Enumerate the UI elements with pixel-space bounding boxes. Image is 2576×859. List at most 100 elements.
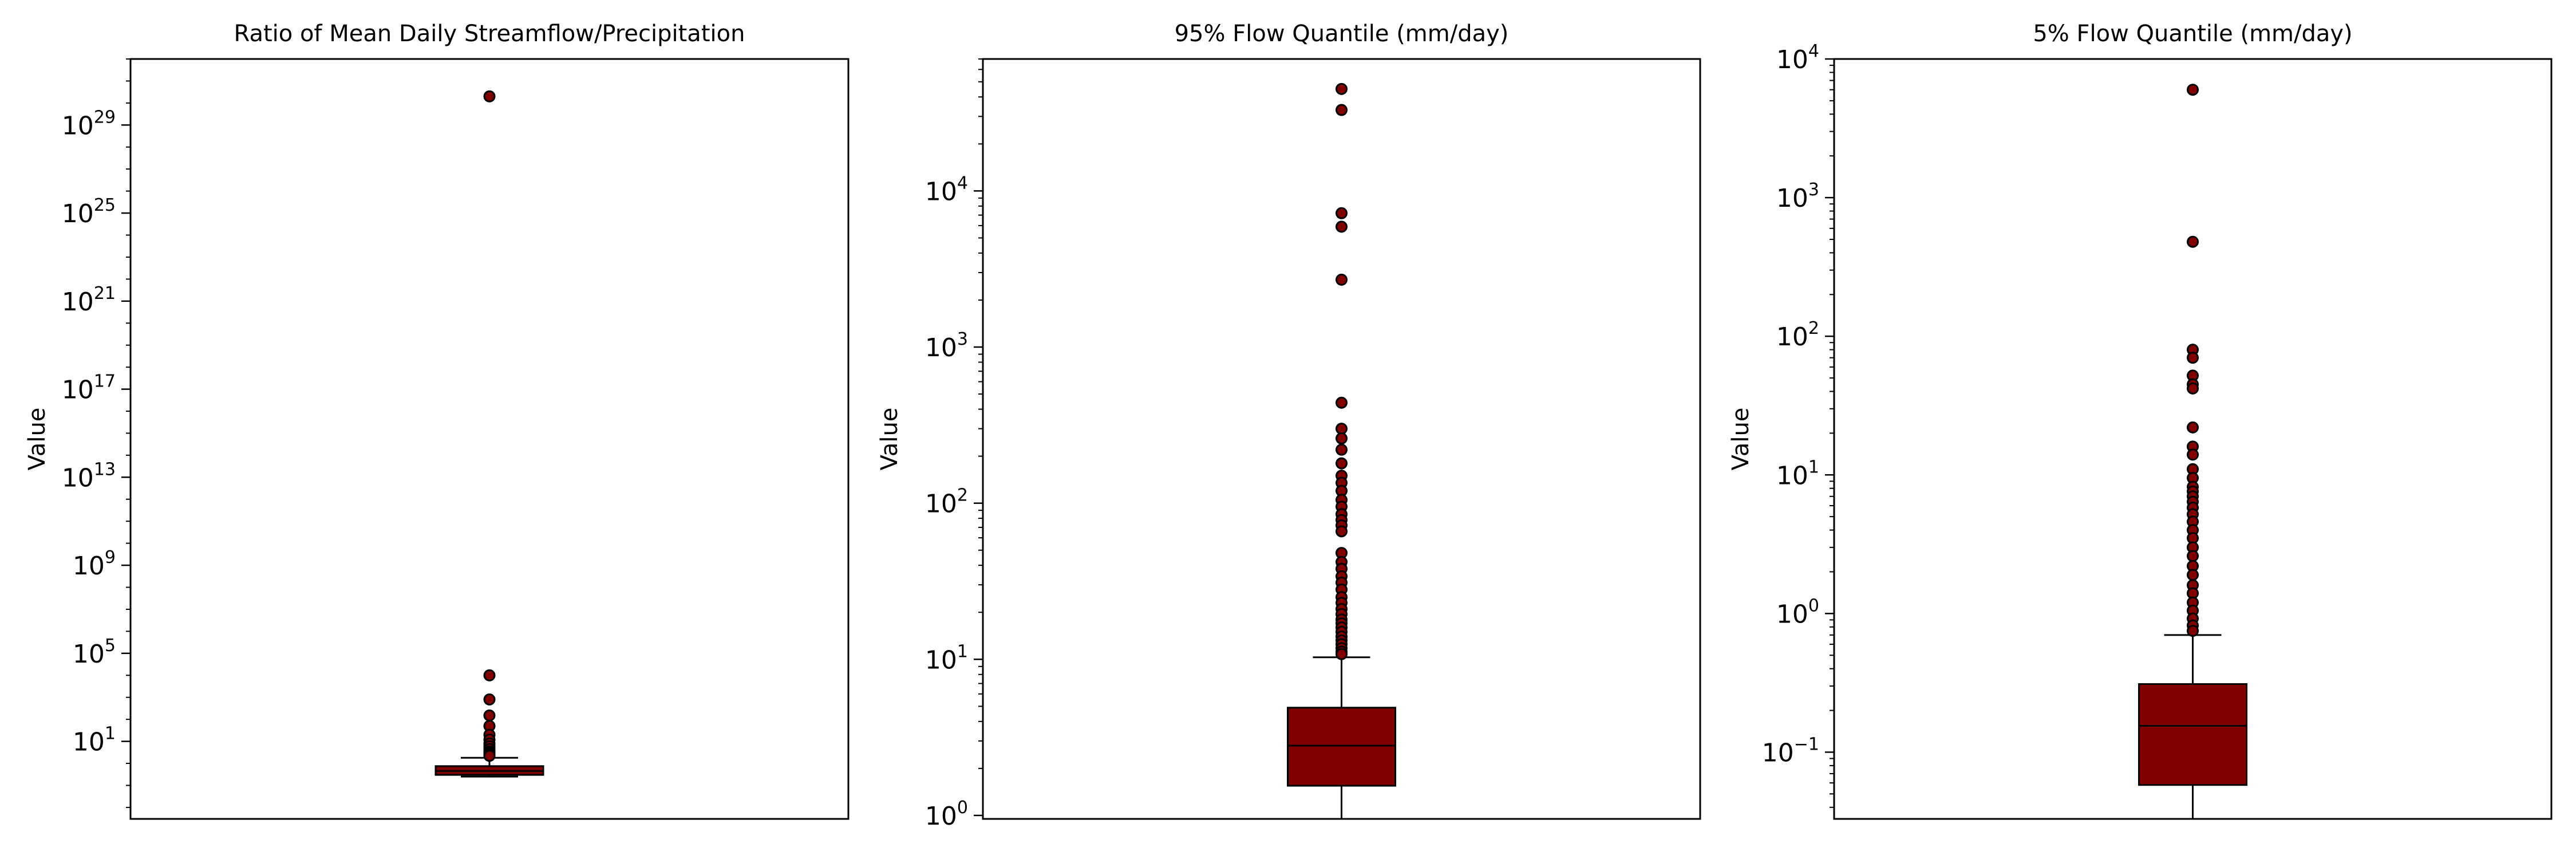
outlier-point: [1336, 273, 1348, 286]
y-axis-label: Value: [876, 408, 903, 471]
outlier-point: [2187, 235, 2199, 248]
outlier-point: [483, 709, 496, 722]
outlier-point: [483, 90, 496, 103]
tick-base: 10: [925, 177, 957, 206]
outlier-point: [1336, 648, 1348, 660]
tick-base: 10: [62, 463, 94, 492]
outlier-point: [2187, 625, 2199, 637]
outlier-point: [2187, 421, 2199, 434]
iqr-box: [1287, 707, 1396, 787]
tick-exponent: 9: [105, 547, 116, 568]
outlier-point: [483, 693, 496, 706]
y-tick-label: 104: [1776, 41, 1819, 74]
y-tick-label: 101: [1776, 457, 1819, 490]
tick-exponent: 1: [105, 724, 116, 744]
tick-base: 10: [73, 640, 105, 669]
tick-base: 10: [925, 802, 957, 831]
iqr-box: [2138, 683, 2247, 786]
y-tick-label: 10−1: [1762, 734, 1819, 767]
tick-base: 10: [73, 728, 105, 757]
tick-exponent: 2: [957, 486, 968, 506]
y-tick-label: 101: [73, 724, 116, 757]
tick-exponent: 4: [1808, 41, 1819, 61]
outlier-point: [1336, 432, 1348, 445]
tick-base: 10: [62, 199, 94, 228]
y-tick-label: 1013: [62, 459, 116, 492]
tick-base: 10: [62, 287, 94, 317]
outlier-point: [1336, 525, 1348, 538]
axes-frame: [129, 58, 850, 820]
tick-exponent: 4: [957, 173, 968, 193]
tick-base: 10: [1776, 45, 1808, 74]
tick-exponent: 1: [1808, 457, 1819, 477]
outlier-point: [2187, 448, 2199, 461]
y-tick-label: 1021: [62, 283, 116, 317]
tick-base: 10: [1776, 600, 1808, 629]
y-tick-label: 100: [1776, 596, 1819, 629]
panel-title: 95% Flow Quantile (mm/day): [1175, 21, 1509, 47]
outlier-point: [1336, 104, 1348, 116]
tick-base: 10: [925, 490, 957, 519]
outlier-point: [1336, 82, 1348, 95]
tick-base: 10: [62, 376, 94, 405]
y-tick-label: 1017: [62, 372, 116, 405]
y-tick-label: 109: [73, 547, 116, 581]
tick-base: 10: [1776, 184, 1808, 213]
plot-area: [2138, 84, 2247, 819]
tick-base: 10: [1776, 322, 1808, 352]
tick-exponent: 3: [1808, 180, 1819, 200]
tick-exponent: 0: [957, 798, 968, 818]
axes-frame: [1833, 58, 2553, 820]
y-tick-label: 102: [925, 486, 968, 519]
y-tick-label: 1025: [62, 195, 116, 228]
y-tick-label: 104: [925, 173, 968, 206]
plot-area: [1287, 82, 1396, 819]
tick-exponent: 21: [94, 283, 116, 304]
y-tick-label: 105: [73, 636, 116, 669]
outlier-point: [2187, 382, 2199, 395]
tick-exponent: 13: [94, 459, 116, 479]
tick-base: 10: [1776, 461, 1808, 490]
tick-exponent: 29: [94, 107, 116, 127]
panel-streamflow-precipitation-ratio: Ratio of Mean Daily Streamflow/Precipita…: [24, 21, 850, 820]
outlier-point: [483, 750, 496, 762]
outlier-point: [1336, 396, 1348, 409]
axes-frame: [982, 58, 1701, 820]
y-tick-label: 1029: [62, 107, 116, 140]
y-tick-label: 103: [925, 329, 968, 362]
outlier-point: [1336, 443, 1348, 456]
outlier-point: [1336, 423, 1348, 435]
tick-base: 10: [925, 333, 957, 362]
tick-exponent: −1: [1794, 734, 1819, 754]
outlier-point: [1336, 457, 1348, 470]
tick-exponent: 1: [957, 641, 968, 661]
tick-base: 10: [1762, 738, 1794, 767]
tick-exponent: 17: [94, 372, 116, 392]
tick-exponent: 2: [1808, 318, 1819, 338]
tick-base: 10: [73, 551, 105, 581]
y-tick-label: 103: [1776, 180, 1819, 213]
panel-title: Ratio of Mean Daily Streamflow/Precipita…: [234, 21, 745, 47]
outlier-point: [2187, 84, 2199, 96]
panel-5-flow-quantile: 5% Flow Quantile (mm/day)Value10−1100101…: [1728, 21, 2553, 820]
outlier-point: [2187, 550, 2199, 562]
outlier-point: [2187, 352, 2199, 364]
tick-exponent: 25: [94, 195, 116, 215]
tick-base: 10: [62, 111, 94, 140]
outlier-point: [1336, 207, 1348, 219]
outlier-point: [1336, 220, 1348, 233]
tick-exponent: 3: [957, 329, 968, 349]
tick-base: 10: [925, 645, 957, 675]
y-axis-label: Value: [24, 408, 50, 471]
plot-area: [434, 90, 544, 778]
panel-title: 5% Flow Quantile (mm/day): [2033, 21, 2352, 47]
y-tick-label: 101: [925, 641, 968, 675]
outlier-point: [2187, 569, 2199, 581]
outlier-point: [483, 669, 496, 681]
panel-95-flow-quantile: 95% Flow Quantile (mm/day)Value100101102…: [876, 21, 1701, 831]
y-tick-label: 102: [1776, 318, 1819, 352]
tick-exponent: 5: [105, 636, 116, 656]
y-axis-label: Value: [1728, 408, 1754, 471]
y-tick-label: 100: [925, 798, 968, 831]
